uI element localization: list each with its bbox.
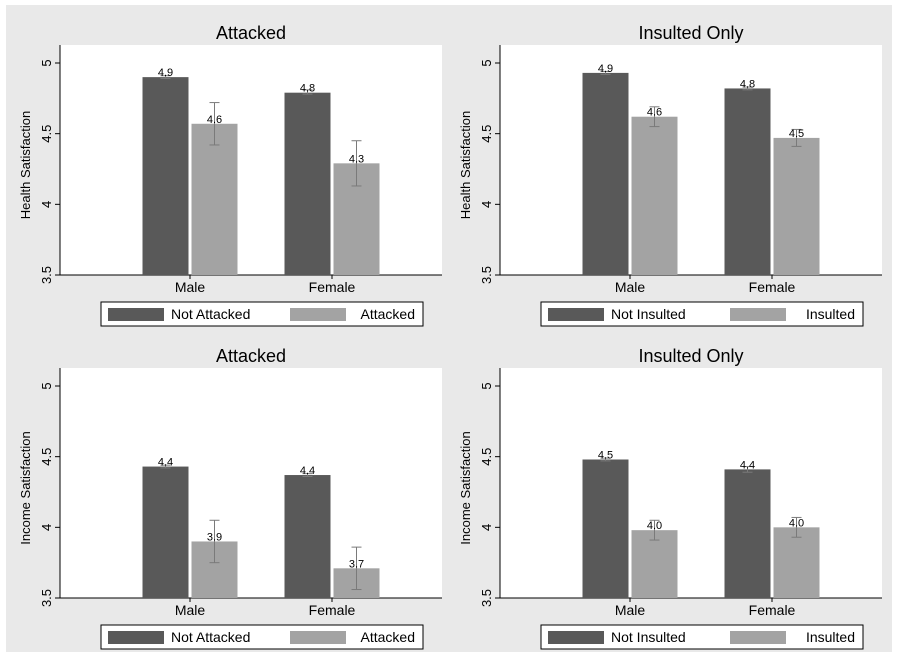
value-label: 4.9 [598, 63, 613, 75]
bar-not-group [284, 475, 331, 598]
x-tick-label-male: Male [615, 279, 646, 295]
y-tick-label: 4.5 [39, 448, 54, 466]
y-tick-label: 5 [39, 382, 54, 389]
chart-title: Insulted Only [638, 23, 743, 43]
value-label: 4.0 [789, 517, 804, 529]
y-tick-label: 4.5 [479, 125, 494, 143]
chart-panel-2: Insulted Only 3.5 4 4.5 5 Health Satisfaction… [458, 23, 882, 327]
value-label: 4.5 [598, 449, 613, 461]
y-tick-label: 3.5 [479, 266, 494, 284]
x-tick-label-female: Female [309, 279, 356, 295]
y-tick-label: 4.5 [479, 448, 494, 466]
bar-not-group [724, 88, 771, 275]
legend-swatch-dark [548, 308, 604, 321]
x-tick-label-female: Female [749, 279, 796, 295]
y-tick-label: 3.5 [479, 589, 494, 607]
legend-label: Attacked [361, 629, 415, 645]
value-label: 3.7 [349, 558, 364, 570]
bar-treated-group [191, 123, 238, 275]
x-tick-label-male: Male [615, 602, 646, 618]
y-tick-label: 4 [39, 201, 54, 208]
bar-not-group [142, 466, 189, 598]
chart-title: Attacked [216, 346, 286, 366]
chart-panel-1: Attacked 3.5 4 4.5 5 Health Satisfaction Male 4… [18, 23, 442, 327]
value-label: 4.8 [300, 83, 315, 95]
value-label: 4.5 [789, 128, 804, 140]
value-label: 4.6 [207, 114, 222, 126]
y-tick-label: 5 [479, 382, 494, 389]
y-tick-label: 5 [479, 59, 494, 66]
legend-label: Insulted [806, 306, 855, 322]
chart-panel-3: Attacked 3.5 4 4.5 5 Income Satisfaction Male 4… [18, 346, 442, 650]
legend-swatch-light [290, 631, 346, 644]
legend-swatch-dark [108, 308, 164, 321]
legend-label: Attacked [361, 306, 415, 322]
legend: Not Insulted Insulted [540, 301, 864, 327]
chart-panel-4: Insulted Only 3.5 4 4.5 5 Income Satisfaction… [458, 346, 882, 650]
bar-not-group [582, 72, 629, 275]
y-axis-label: Income Satisfaction [18, 431, 33, 544]
value-label: 3.9 [207, 531, 222, 543]
x-tick-label-female: Female [309, 602, 356, 618]
legend-swatch-dark [108, 631, 164, 644]
x-tick-label-female: Female [749, 602, 796, 618]
panels-group: Attacked 3.5 4 4.5 5 Health Satisfaction Male 4… [18, 23, 882, 650]
value-label: 4.0 [647, 520, 662, 532]
value-label: 4.6 [647, 107, 662, 119]
bar-treated-group [773, 527, 820, 598]
value-label: 4.4 [740, 459, 755, 471]
legend-label: Insulted [806, 629, 855, 645]
legend-swatch-light [730, 308, 786, 321]
value-label: 4.8 [740, 78, 755, 90]
value-label: 4.4 [158, 457, 173, 469]
y-tick-label: 3.5 [39, 589, 54, 607]
legend-label: Not Attacked [171, 629, 250, 645]
plot-area [500, 368, 882, 598]
legend-label: Not Insulted [611, 629, 686, 645]
bar-not-group [582, 459, 629, 598]
value-label: 4.9 [158, 67, 173, 79]
value-label: 4.4 [300, 465, 315, 477]
legend: Not Attacked Attacked [100, 301, 424, 327]
legend-label: Not Insulted [611, 306, 686, 322]
bar-not-group [284, 92, 331, 276]
chart-title: Insulted Only [638, 346, 743, 366]
legend-swatch-light [290, 308, 346, 321]
bar-treated-group [773, 137, 820, 275]
y-axis-label: Health Satisfaction [18, 111, 33, 219]
legend-label: Not Attacked [171, 306, 250, 322]
y-tick-label: 4 [479, 201, 494, 208]
value-label: 4.3 [349, 153, 364, 165]
x-tick-label-male: Male [175, 602, 206, 618]
legend-swatch-light [730, 631, 786, 644]
plot-area [60, 368, 442, 598]
bar-treated-group [631, 530, 678, 598]
y-tick-label: 4 [479, 524, 494, 531]
plot-area [60, 45, 442, 275]
bar-not-group [724, 469, 771, 598]
y-tick-label: 4 [39, 524, 54, 531]
bar-treated-group [631, 116, 678, 275]
plot-area [500, 45, 882, 275]
y-axis-label: Health Satisfaction [458, 111, 473, 219]
y-tick-label: 3.5 [39, 266, 54, 284]
chart-title: Attacked [216, 23, 286, 43]
y-axis-label: Income Satisfaction [458, 431, 473, 544]
legend: Not Insulted Insulted [540, 624, 864, 650]
y-tick-label: 5 [39, 59, 54, 66]
y-tick-label: 4.5 [39, 125, 54, 143]
x-tick-label-male: Male [175, 279, 206, 295]
legend: Not Attacked Attacked [100, 624, 424, 650]
bar-not-group [142, 77, 189, 275]
legend-swatch-dark [548, 631, 604, 644]
